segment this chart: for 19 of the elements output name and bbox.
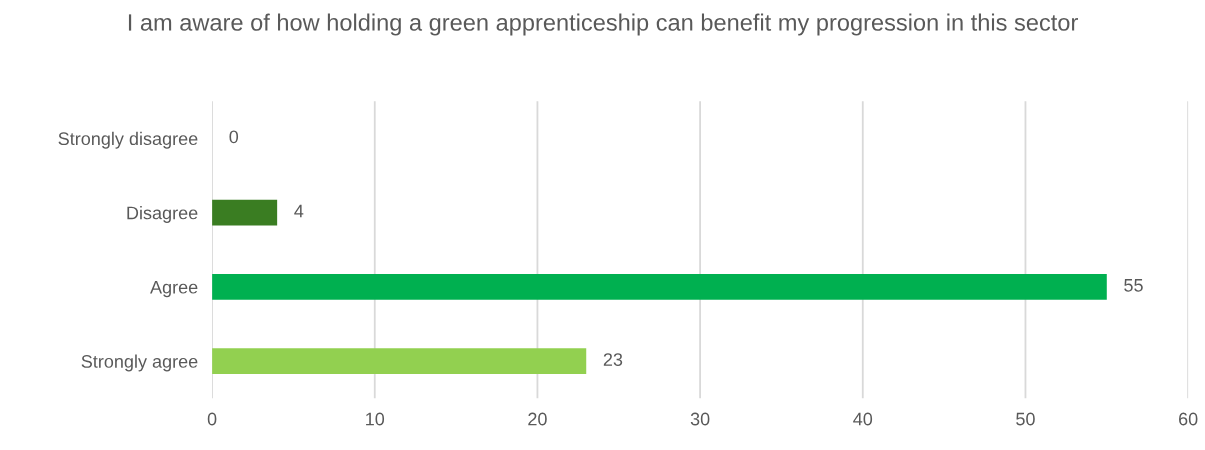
y-tick-label: Strongly agree — [81, 354, 198, 372]
x-tick-label: 40 — [853, 412, 873, 426]
x-tick-label: 50 — [1016, 412, 1035, 426]
x-tick-label: 0 — [207, 412, 217, 426]
y-tick-label: Disagree — [127, 206, 198, 223]
data-label: 4 — [294, 204, 304, 218]
data-label: 55 — [1124, 279, 1143, 292]
y-tick-label: Agree — [150, 281, 198, 298]
y-tick-label: Strongly disagree — [58, 131, 198, 149]
chart-title: I am aware of how holding a green apprenticeship can benefit my progression in this sector — [128, 13, 1078, 36]
bar — [212, 273, 1107, 300]
x-tick-label: 30 — [690, 412, 710, 426]
bar — [212, 199, 278, 226]
x-tick-label: 60 — [1179, 412, 1198, 426]
data-label: 23 — [603, 353, 623, 366]
x-tick-label: 10 — [366, 412, 385, 426]
x-tick-label: 20 — [528, 412, 547, 426]
bar — [212, 348, 587, 375]
data-label: 0 — [229, 130, 239, 144]
